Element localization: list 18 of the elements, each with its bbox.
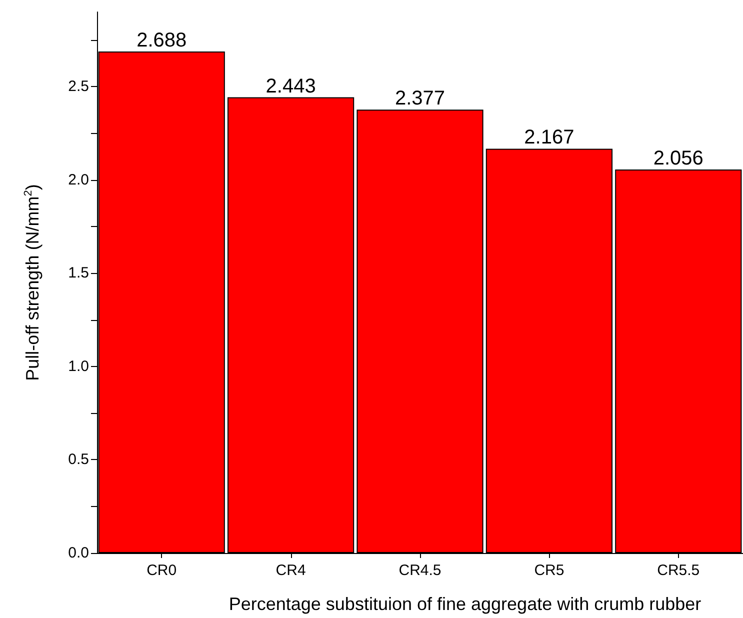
data-label: 2.688: [136, 30, 187, 52]
data-label: 2.377: [394, 88, 446, 110]
y-axis-title: Pull-off strength (N/mm2): [22, 184, 42, 381]
x-tick-label: CR5: [534, 562, 564, 579]
y-tick-label: 1.0: [68, 358, 89, 375]
x-tick-label: CR4.5: [398, 562, 442, 579]
x-tick-label: CR5.5: [657, 562, 700, 579]
x-tick-label: CR0: [146, 562, 177, 579]
x-tick-label: CR4: [276, 562, 306, 579]
y-tick-label: 1.5: [68, 264, 89, 282]
y-tick-label: 2.5: [68, 78, 89, 96]
y-tick-label: 0.0: [68, 544, 89, 562]
data-label: 2.443: [266, 75, 316, 98]
data-label: 2.167: [524, 126, 574, 149]
x-axis-title: Percentage substituion of fine aggregate with crumb rubber: [228, 594, 702, 614]
data-label: 2.056: [653, 147, 704, 170]
y-tick-label: 2.0: [68, 171, 89, 188]
y-tick-label: 0.5: [68, 451, 89, 468]
